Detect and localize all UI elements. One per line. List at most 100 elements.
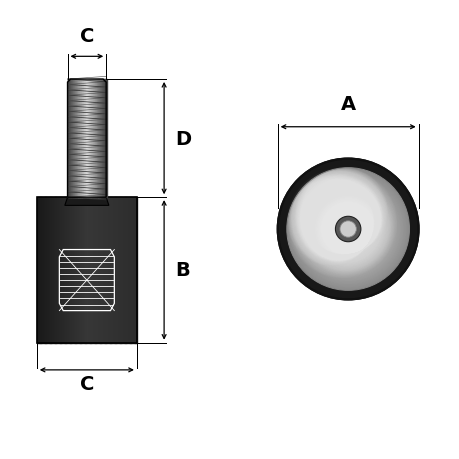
- Bar: [76, 80, 78, 198]
- Bar: [101, 198, 104, 343]
- Bar: [120, 198, 122, 343]
- Circle shape: [287, 169, 408, 290]
- Bar: [48, 198, 50, 343]
- Bar: [47, 198, 49, 343]
- Bar: [101, 80, 102, 198]
- Circle shape: [297, 179, 398, 280]
- Circle shape: [328, 210, 367, 249]
- Circle shape: [299, 181, 396, 278]
- Bar: [87, 80, 88, 198]
- Circle shape: [345, 227, 350, 232]
- Bar: [69, 80, 70, 198]
- Bar: [92, 80, 94, 198]
- Bar: [68, 80, 69, 198]
- Bar: [122, 198, 123, 343]
- Circle shape: [313, 195, 382, 264]
- Circle shape: [317, 199, 378, 260]
- Bar: [130, 198, 132, 343]
- Circle shape: [319, 201, 376, 258]
- Bar: [78, 80, 79, 198]
- Circle shape: [340, 222, 355, 237]
- Bar: [62, 198, 64, 343]
- Text: B: B: [175, 261, 190, 280]
- Polygon shape: [65, 198, 109, 206]
- Bar: [78, 80, 79, 198]
- Bar: [73, 198, 75, 343]
- Circle shape: [344, 226, 351, 233]
- Circle shape: [327, 209, 368, 250]
- Bar: [82, 198, 84, 343]
- Circle shape: [346, 228, 349, 231]
- Bar: [93, 80, 94, 198]
- Bar: [44, 198, 45, 343]
- Bar: [63, 198, 66, 343]
- Bar: [57, 198, 59, 343]
- Bar: [104, 80, 105, 198]
- Bar: [69, 80, 70, 198]
- Circle shape: [336, 218, 359, 241]
- Circle shape: [296, 178, 399, 281]
- Bar: [75, 80, 76, 198]
- Bar: [135, 198, 137, 343]
- Bar: [88, 80, 89, 198]
- Bar: [101, 80, 102, 198]
- Bar: [105, 80, 106, 198]
- Bar: [42, 198, 44, 343]
- Bar: [79, 80, 81, 198]
- Circle shape: [310, 192, 385, 267]
- Bar: [102, 80, 103, 198]
- Circle shape: [341, 223, 354, 236]
- Circle shape: [331, 213, 364, 246]
- Circle shape: [329, 211, 366, 248]
- Circle shape: [322, 204, 373, 255]
- Bar: [81, 80, 82, 198]
- Bar: [98, 80, 99, 198]
- Circle shape: [304, 186, 391, 273]
- Bar: [105, 198, 107, 343]
- Bar: [90, 80, 92, 198]
- Text: C: C: [79, 374, 94, 393]
- Circle shape: [314, 196, 381, 263]
- Bar: [37, 198, 39, 343]
- Bar: [92, 80, 93, 198]
- Circle shape: [305, 187, 390, 272]
- Circle shape: [344, 226, 351, 233]
- Bar: [95, 198, 97, 343]
- Circle shape: [292, 174, 403, 285]
- Text: C: C: [79, 27, 94, 46]
- Bar: [72, 198, 74, 343]
- Bar: [39, 198, 40, 343]
- Bar: [133, 198, 135, 343]
- Bar: [117, 198, 119, 343]
- Bar: [92, 198, 94, 343]
- Circle shape: [308, 190, 387, 269]
- Bar: [94, 80, 95, 198]
- Circle shape: [302, 184, 393, 275]
- Bar: [45, 198, 47, 343]
- Circle shape: [333, 215, 362, 244]
- Circle shape: [342, 224, 353, 235]
- Bar: [98, 198, 101, 343]
- Circle shape: [328, 210, 367, 249]
- Bar: [99, 80, 100, 198]
- Circle shape: [312, 194, 383, 265]
- Bar: [96, 80, 97, 198]
- Circle shape: [335, 217, 360, 242]
- Bar: [71, 80, 73, 198]
- Circle shape: [277, 159, 418, 300]
- Bar: [125, 198, 127, 343]
- Circle shape: [289, 171, 406, 288]
- Bar: [67, 80, 68, 198]
- Bar: [132, 198, 134, 343]
- Bar: [65, 198, 67, 343]
- Bar: [82, 80, 83, 198]
- Circle shape: [316, 198, 379, 261]
- Circle shape: [321, 203, 374, 256]
- Bar: [80, 80, 81, 198]
- Circle shape: [330, 213, 364, 246]
- Bar: [88, 198, 90, 343]
- Circle shape: [291, 173, 404, 286]
- Circle shape: [341, 224, 353, 235]
- Circle shape: [307, 189, 388, 270]
- Circle shape: [290, 172, 405, 287]
